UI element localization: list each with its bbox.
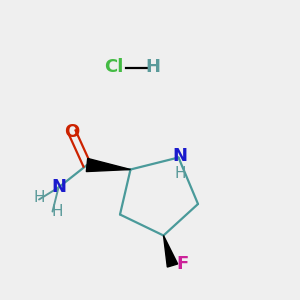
Text: H: H [146, 58, 160, 76]
Text: H: H [51, 204, 63, 219]
Text: Cl: Cl [104, 58, 124, 76]
Text: H: H [33, 190, 45, 206]
Text: F: F [177, 255, 189, 273]
Text: N: N [172, 147, 188, 165]
Text: N: N [51, 178, 66, 196]
Polygon shape [86, 158, 130, 172]
Text: H: H [174, 167, 186, 182]
Text: O: O [64, 123, 80, 141]
Polygon shape [164, 236, 178, 267]
